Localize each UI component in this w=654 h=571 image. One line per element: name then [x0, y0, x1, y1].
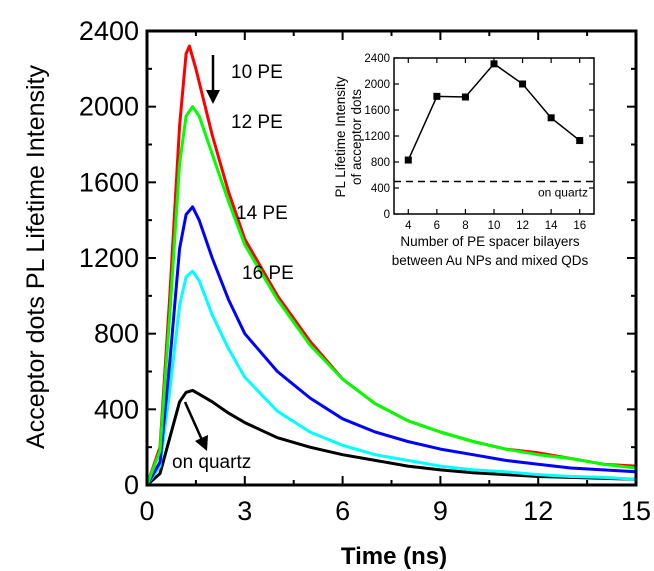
inset-x-title-line1: Number of PE spacer bilayers	[400, 234, 580, 249]
main-y-tick-label: 0	[124, 470, 139, 500]
inset-x-tick-label: 12	[516, 220, 529, 232]
inset-x-tick-label: 4	[405, 220, 412, 232]
inset-x-tick-label: 8	[462, 220, 468, 232]
main-y-tick-label: 400	[94, 394, 139, 424]
main-series-group	[145, 44, 637, 487]
main-y-tick-label: 2400	[79, 16, 139, 46]
inset-y-tick-label: 800	[371, 157, 390, 169]
inset-y-tick-label: 2400	[364, 53, 390, 65]
series-line-16-pe	[145, 269, 637, 486]
inset-y-tick-label: 400	[371, 183, 390, 195]
inset-series-group	[404, 60, 584, 164]
arrow-quartz-head	[195, 435, 208, 451]
inset-point	[433, 92, 441, 100]
inset-reference-label: on quartz	[538, 186, 588, 200]
inset-x-title-line2: between Au NPs and mixed QDs	[392, 253, 589, 268]
label-on-quartz: on quartz	[172, 452, 251, 473]
main-y-tick-label: 2000	[79, 92, 139, 122]
inset-x-tick-label: 14	[545, 220, 558, 232]
inset-point	[461, 93, 469, 101]
inset-point	[547, 114, 555, 122]
inset-frame	[393, 57, 595, 215]
inset-y-tick-label: 1200	[364, 131, 390, 143]
inset-point	[490, 60, 498, 68]
inset-y-tick-label: 2000	[364, 79, 390, 91]
label-12pe: 12 PE	[231, 112, 283, 133]
main-x-tick-label: 0	[139, 496, 154, 526]
inset-point	[576, 137, 584, 145]
inset-point	[404, 156, 412, 164]
main-y-tick-label: 800	[94, 319, 139, 349]
inset-background	[394, 58, 594, 214]
main-tick-group: 0 400 800 1200 1600 2000 2400 0 3 6 9 12 15	[79, 16, 651, 526]
arrow-down-head	[206, 90, 220, 104]
series-line-12-pe	[145, 105, 637, 486]
inset-x-tick-label: 10	[488, 220, 501, 232]
inset-x-tick-label: 16	[573, 220, 586, 232]
inset-chart: 0 400 800 1200 1600 2000 2400 4 6 8 10 12 14 16 on qu…	[333, 53, 595, 268]
inset-y-tick-label: 0	[384, 209, 390, 221]
inset-y-title-line2: of acceptor dots	[349, 89, 364, 185]
main-x-tick-label: 12	[523, 496, 553, 526]
main-x-tick-label: 9	[433, 496, 448, 526]
label-16pe: 16 PE	[242, 263, 294, 284]
inset-point	[519, 80, 527, 88]
main-x-tick-label: 3	[237, 496, 252, 526]
inset-y-title-line1: PL Lifetime Intensity	[333, 76, 348, 197]
main-y-axis-title: Acceptor dots PL Lifetime Intensity	[22, 65, 50, 449]
main-plot-frame	[145, 29, 638, 487]
inset-y-tick-label: 1600	[364, 105, 390, 117]
main-x-tick-label: 6	[335, 496, 350, 526]
arrow-quartz-shaft	[183, 401, 204, 441]
series-line-14-pe	[145, 205, 637, 486]
label-14pe: 14 PE	[236, 203, 288, 224]
main-annotation-group: 10 PE 12 PE 14 PE 16 PE on quartz	[172, 55, 294, 473]
main-y-tick-label: 1600	[79, 167, 139, 197]
series-line-on-quartz	[146, 388, 637, 487]
main-x-tick-label: 15	[621, 496, 651, 526]
main-x-axis-title: Time (ns)	[341, 543, 447, 570]
label-10pe: 10 PE	[231, 62, 283, 83]
main-y-tick-label: 1200	[79, 243, 139, 273]
inset-x-tick-label: 6	[434, 220, 440, 232]
